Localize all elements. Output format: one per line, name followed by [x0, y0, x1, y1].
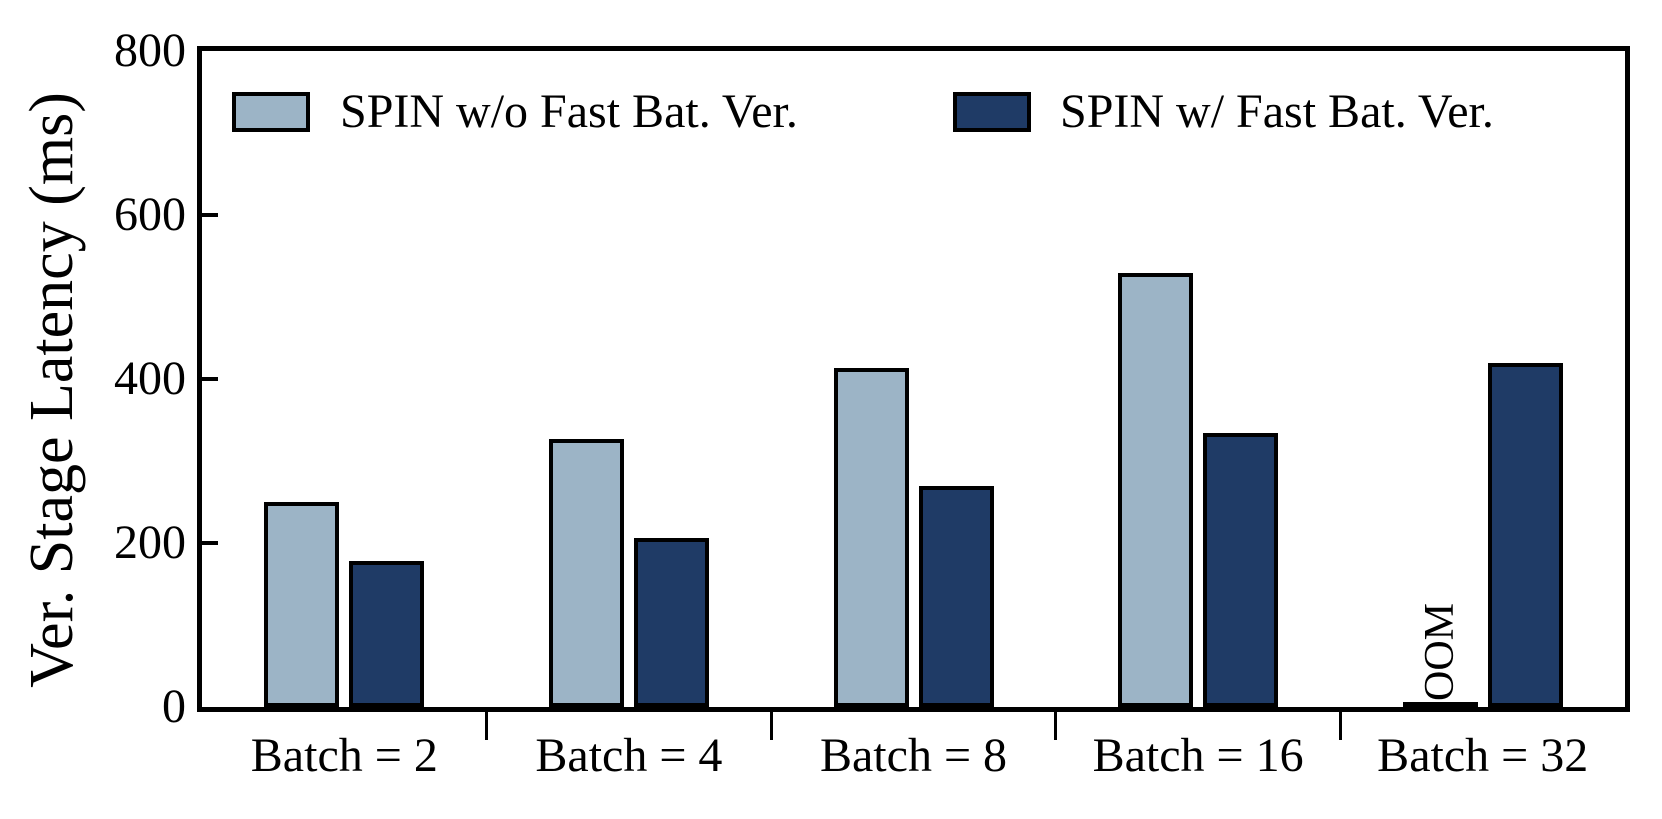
x-category-label-batch-2: Batch = 2: [250, 729, 438, 782]
bar-spin-w-fast-bat-ver-batch-2: [349, 561, 425, 707]
x-category-label-batch-4: Batch = 4: [535, 729, 723, 782]
plot-area: [197, 46, 1630, 712]
x-category-label-batch-8: Batch = 8: [819, 729, 1008, 782]
bar-spin-w-o-fast-bat-ver-batch-8: [833, 368, 909, 707]
legend-swatch-spin-w-fast-bat-ver: [953, 92, 1031, 132]
legend-label-spin-w-fast-bat-ver: SPIN w/ Fast Bat. Ver.: [1060, 85, 1494, 138]
bar-spin-w-o-fast-bat-ver-batch-4: [548, 438, 624, 707]
y-tick-mark-400: [202, 377, 218, 381]
bar-spin-w-o-fast-bat-ver-batch-2: [264, 502, 340, 707]
x-category-label-batch-16: Batch = 16: [1092, 729, 1304, 782]
x-axis-divider-tick-4: [1338, 707, 1342, 740]
bar-spin-w-fast-bat-ver-batch-16: [1203, 433, 1279, 707]
y-tick-mark-600: [202, 213, 218, 217]
legend-label-spin-wo-fast-bat-ver: SPIN w/o Fast Bat. Ver.: [340, 85, 798, 138]
bar-spin-w-o-fast-bat-ver-batch-32-stub: [1402, 702, 1478, 707]
y-tick-mark-200: [202, 541, 218, 545]
y-tick-label-800: 800: [114, 24, 186, 77]
y-tick-label-200: 200: [114, 516, 186, 569]
x-axis-divider-tick-3: [1054, 707, 1058, 740]
x-axis-divider-tick-1: [485, 707, 489, 740]
y-tick-label-0: 0: [162, 680, 186, 733]
bar-spin-w-fast-bat-ver-batch-8: [918, 485, 994, 707]
annotation-oom-batch-32: OOM: [1417, 602, 1464, 701]
x-category-label-batch-32: Batch = 32: [1377, 729, 1589, 782]
x-axis-divider-tick-2: [769, 707, 773, 740]
bar-spin-w-fast-bat-ver-batch-32: [1487, 362, 1563, 707]
y-tick-label-600: 600: [114, 188, 186, 241]
bar-spin-w-o-fast-bat-ver-batch-16: [1118, 273, 1194, 707]
bar-spin-w-fast-bat-ver-batch-4: [633, 538, 709, 707]
y-tick-label-400: 400: [114, 352, 186, 405]
legend-swatch-spin-wo-fast-bat-ver: [232, 92, 310, 132]
